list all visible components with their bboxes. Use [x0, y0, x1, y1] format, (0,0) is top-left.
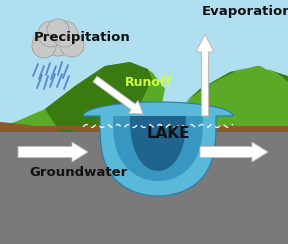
- Polygon shape: [113, 116, 203, 181]
- Polygon shape: [185, 66, 288, 102]
- FancyArrow shape: [196, 34, 214, 116]
- FancyArrow shape: [200, 142, 268, 162]
- Bar: [32, 35, 84, 53]
- Bar: [0, 126, 288, 244]
- Circle shape: [38, 21, 64, 47]
- Circle shape: [60, 33, 84, 57]
- Polygon shape: [83, 102, 233, 196]
- Polygon shape: [165, 124, 288, 128]
- Polygon shape: [165, 126, 288, 132]
- Polygon shape: [130, 116, 186, 171]
- Text: LAKE: LAKE: [146, 126, 190, 142]
- Polygon shape: [0, 62, 165, 244]
- FancyArrow shape: [93, 76, 143, 114]
- Text: Groundwater: Groundwater: [29, 165, 127, 179]
- Circle shape: [47, 19, 69, 41]
- Circle shape: [52, 21, 78, 47]
- FancyArrow shape: [18, 142, 88, 162]
- Circle shape: [42, 24, 74, 56]
- Polygon shape: [0, 122, 165, 131]
- Text: Evaporation: Evaporation: [202, 6, 288, 19]
- Polygon shape: [45, 62, 152, 132]
- Text: Runoff: Runoff: [125, 75, 171, 89]
- Text: Precipitation: Precipitation: [34, 30, 130, 43]
- Polygon shape: [0, 126, 165, 132]
- Circle shape: [32, 34, 56, 58]
- Polygon shape: [165, 66, 288, 126]
